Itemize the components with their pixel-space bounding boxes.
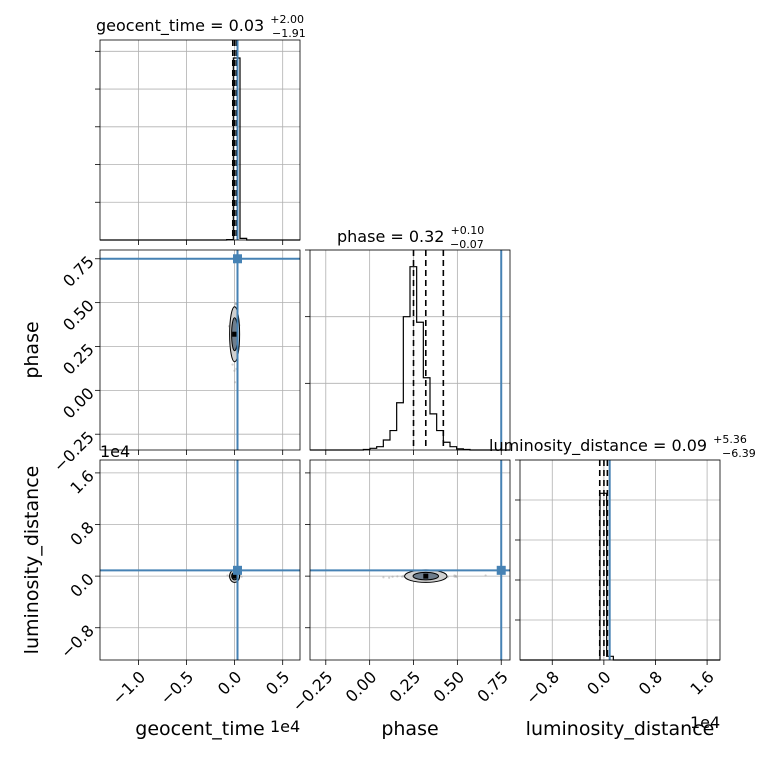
xtick-label-phase: 0.50 (429, 667, 468, 706)
panel-geocent-time-vs-luminosity-distance-density-peak (232, 573, 238, 579)
ytick-label-luminosity-distance: −0.8 (57, 621, 98, 662)
panel-geocent-time-vs-luminosity-distance-frame (99, 459, 301, 661)
sample-point (240, 575, 243, 578)
diag-luminosity-distance-background (520, 460, 720, 660)
ytick-label-phase: 0.25 (59, 340, 98, 379)
title-phase-lhs: phase = 0.32 (337, 227, 444, 246)
title-luminosity-distance-lhs: luminosity_distance = 0.09 (489, 436, 707, 456)
ytick-label-phase: 0.75 (59, 252, 98, 291)
sample-point (401, 575, 404, 578)
panel-phase-vs-luminosity-distance-frame (309, 459, 511, 661)
xtick-label-luminosity-distance: 0.8 (635, 667, 666, 698)
sample-point (231, 363, 234, 366)
title-geocent-time-plus: +2.00 (270, 13, 304, 26)
ytick-label-luminosity-distance: 0.8 (66, 518, 97, 549)
panel-geocent-time-vs-phase-samples (100, 250, 300, 450)
panel-geocent-time-vs-phase-truth-marker (233, 254, 242, 264)
sample-point (388, 576, 391, 579)
ytick-label-luminosity-distance: 1.6 (66, 466, 97, 497)
ytick-label-luminosity-distance: 0.0 (66, 569, 97, 600)
title-geocent-time: geocent_time = 0.03 +2.00 (96, 13, 304, 36)
xtick-label-phase: 0.00 (342, 667, 381, 706)
ytick-label-phase: 0.00 (59, 384, 98, 423)
ytick-label-phase: −0.25 (50, 428, 98, 476)
title-phase-minus: −0.07 (450, 238, 484, 251)
panel-geocent-time-vs-luminosity-distance-truth-marker (233, 565, 242, 575)
title-luminosity-distance-minus: −6.39 (722, 447, 756, 460)
title-phase-plus: +0.10 (451, 224, 485, 237)
xtick-label-luminosity-distance: 1.6 (686, 667, 717, 698)
panel-geocent-time-vs-luminosity-distance-samples (100, 460, 300, 660)
sample-point (396, 575, 399, 578)
sample-point (454, 574, 457, 577)
sample-point (455, 575, 458, 579)
xtick-label-phase: 0.25 (386, 667, 425, 706)
offset-text-luminosity-distance-x: 1e4 (690, 713, 720, 732)
panel-geocent-time-vs-phase-density-peak (232, 331, 238, 337)
diag-luminosity-distance-frame (519, 459, 721, 661)
xlabel-luminosity-distance: luminosity_distance (526, 718, 715, 740)
title-phase: phase = 0.32 +0.10 (337, 224, 484, 246)
panel-phase-vs-luminosity-distance-truth-marker (496, 565, 506, 575)
title-geocent-time-minus: −1.91 (272, 27, 306, 40)
sample-point (391, 575, 394, 578)
sample-point (233, 369, 236, 372)
offset-text-geocent-time: 1e4 (270, 717, 300, 736)
panel-geocent-time-vs-phase-background (100, 250, 300, 450)
xtick-label-geocent-time: 0.5 (262, 667, 293, 698)
xtick-label-luminosity-distance: 0.0 (583, 667, 614, 698)
xlabel-geocent-time: geocent_time (135, 718, 264, 740)
xlabel-phase: phase (381, 718, 438, 740)
ytick-label-phase: 0.50 (59, 296, 98, 335)
title-luminosity-distance-plus: +5.36 (713, 433, 747, 446)
diag-geocent-time-background (100, 40, 300, 240)
sample-point (453, 575, 456, 578)
panel-phase-vs-luminosity-distance-samples (310, 460, 510, 660)
xtick-label-geocent-time: −1.0 (108, 667, 149, 708)
offset-text-luminosity-distance-y: 1e4 (100, 442, 130, 461)
xtick-label-luminosity-distance: −0.8 (522, 667, 563, 708)
sample-point (233, 381, 237, 384)
sample-point (453, 574, 456, 577)
xtick-label-phase: 0.75 (473, 667, 512, 706)
panel-geocent-time-vs-phase-frame (99, 249, 301, 451)
xtick-label-geocent-time: 0.0 (214, 667, 245, 698)
sample-point (402, 574, 405, 577)
ylabel-luminosity-distance: luminosity_distance (21, 466, 43, 655)
sample-point (484, 574, 487, 577)
diag-geocent-time-frame (99, 39, 301, 241)
diag-phase-frame (309, 249, 511, 451)
ylabel-phase: phase (21, 321, 43, 378)
xtick-label-phase: −0.25 (288, 667, 336, 715)
panel-phase-vs-luminosity-distance-background (310, 460, 510, 660)
panel-phase-vs-luminosity-distance-density-peak (423, 573, 429, 579)
sample-point (226, 574, 229, 577)
panel-geocent-time-vs-luminosity-distance-background (100, 460, 300, 660)
title-luminosity-distance: luminosity_distance = 0.09 +5.36 (489, 433, 747, 456)
title-geocent-time-lhs: geocent_time = 0.03 (96, 16, 264, 36)
xtick-label-geocent-time: −0.5 (156, 667, 197, 708)
sample-point (382, 576, 385, 579)
